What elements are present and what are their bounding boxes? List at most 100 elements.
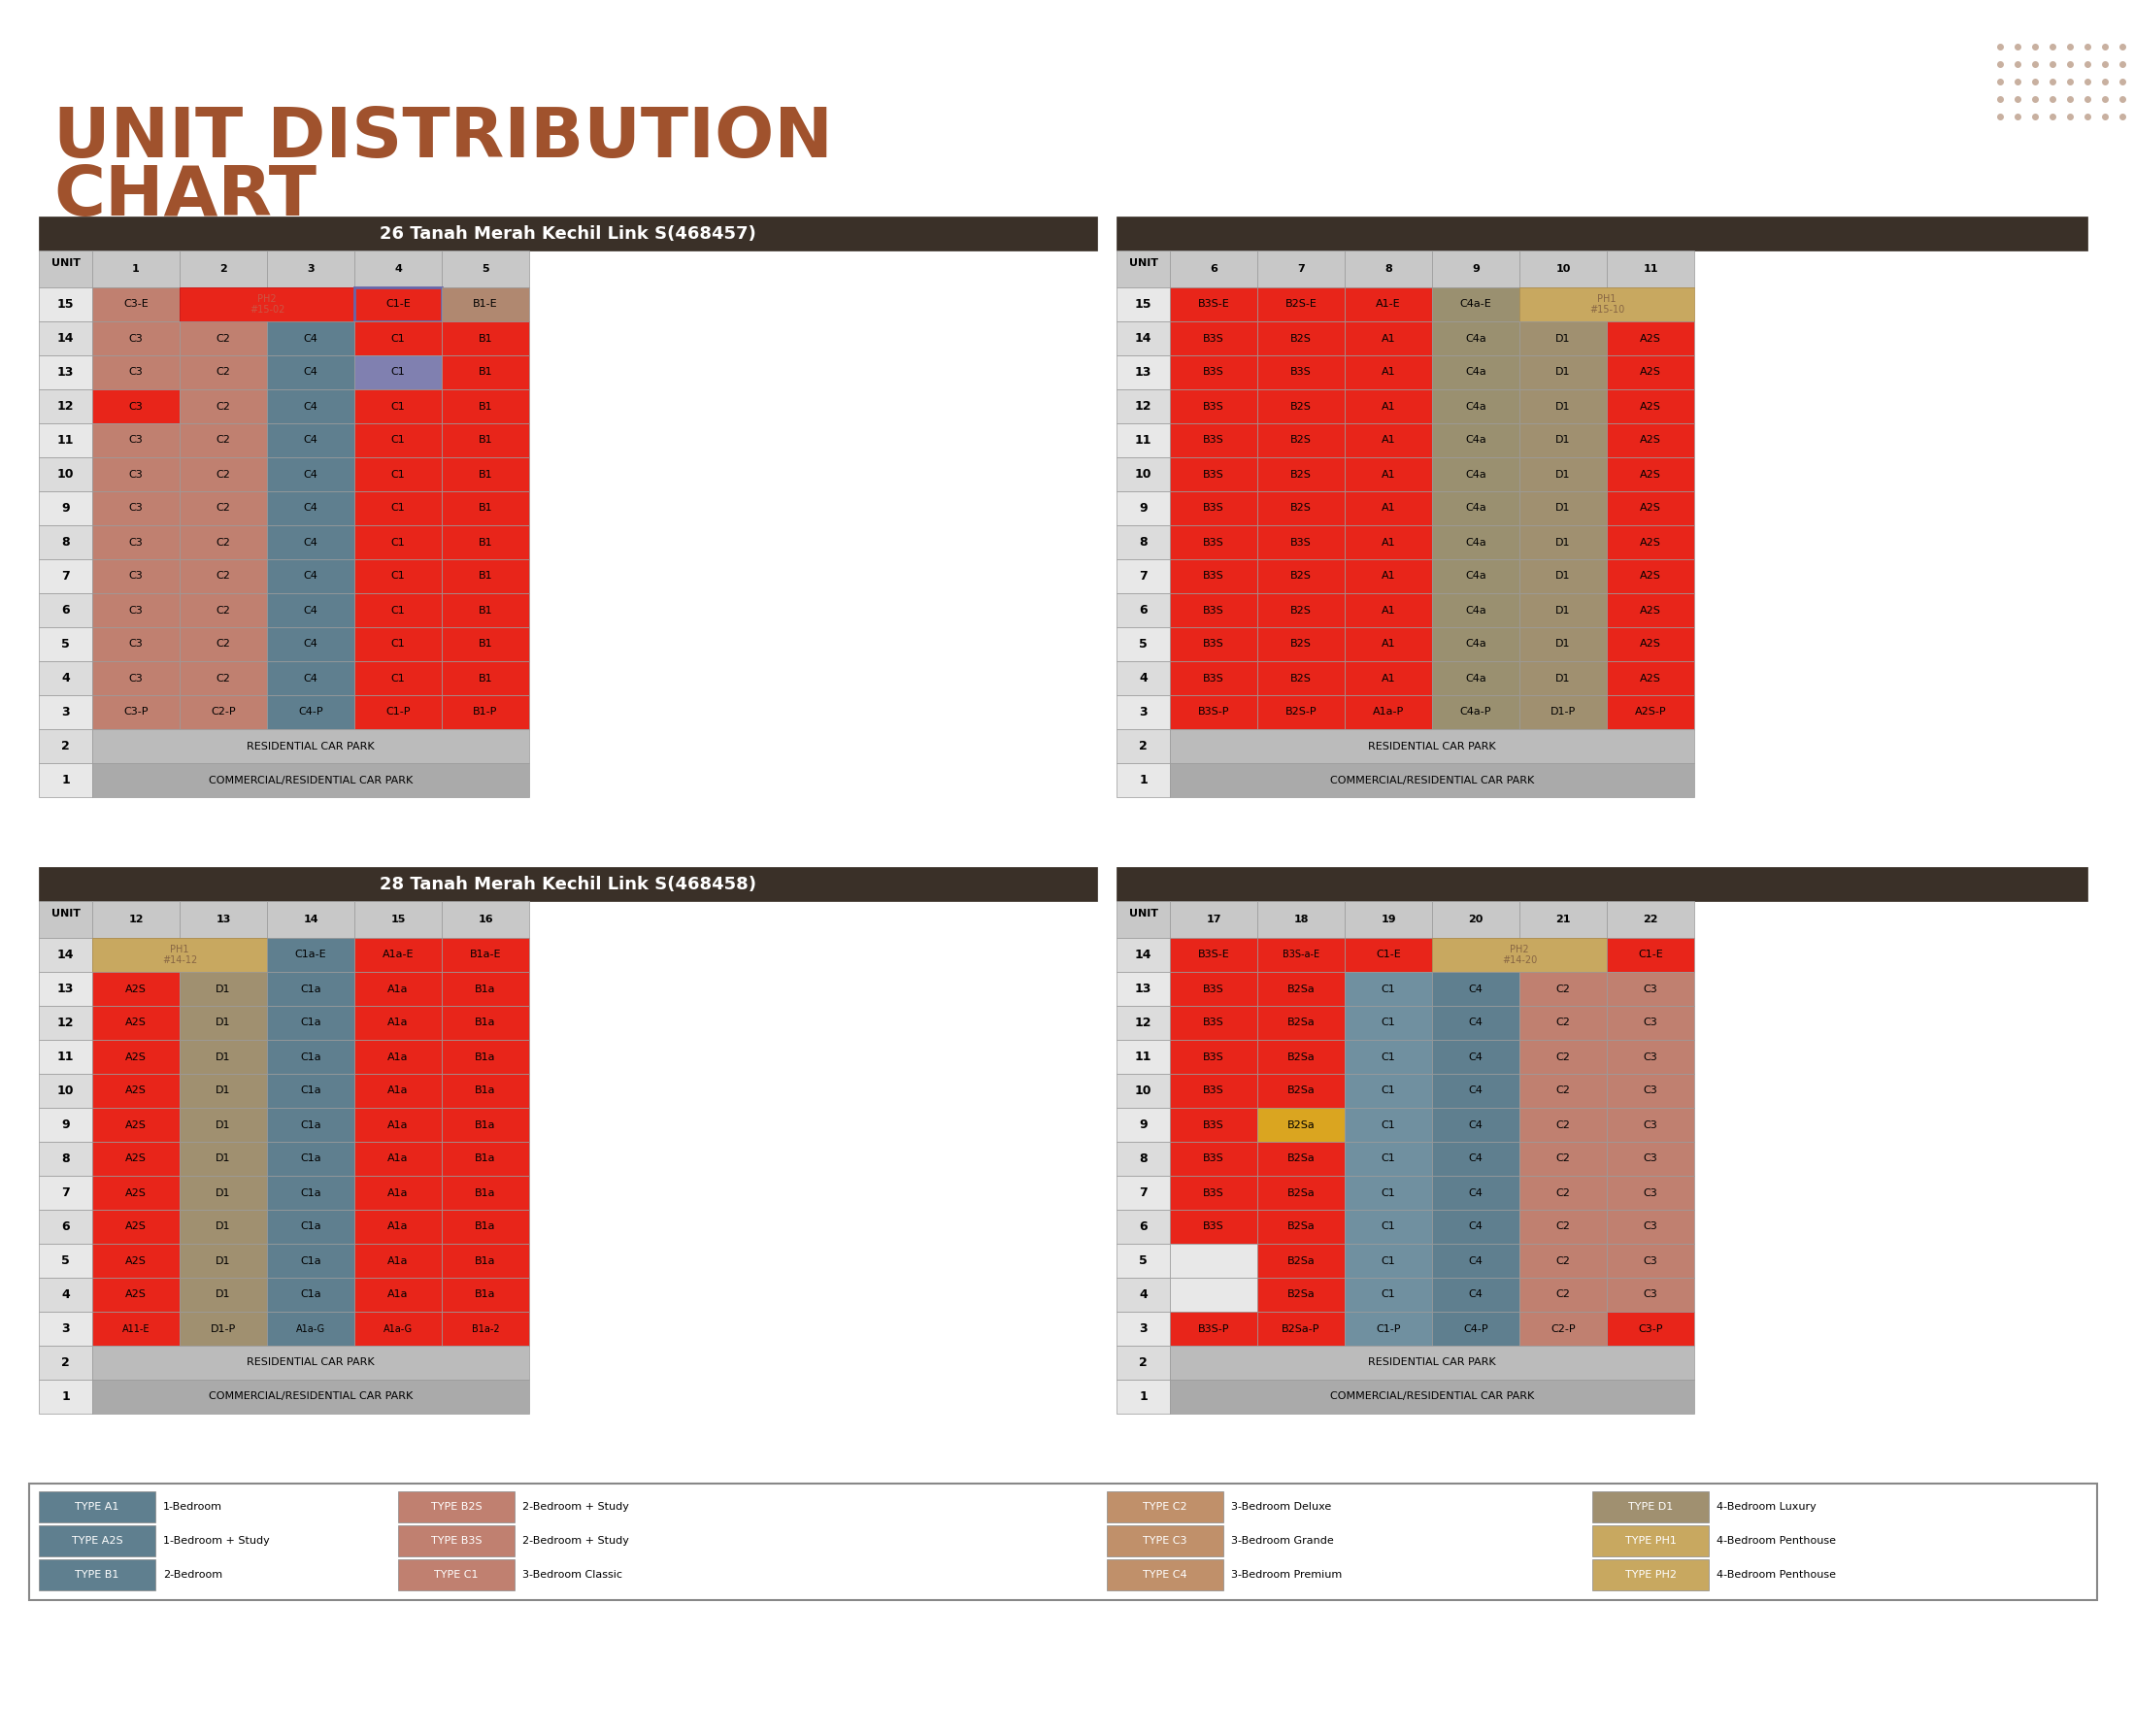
FancyBboxPatch shape xyxy=(38,1345,92,1380)
FancyBboxPatch shape xyxy=(1257,356,1344,389)
FancyBboxPatch shape xyxy=(1607,1142,1694,1175)
FancyBboxPatch shape xyxy=(1519,389,1607,424)
FancyBboxPatch shape xyxy=(38,694,92,729)
FancyBboxPatch shape xyxy=(1169,1075,1257,1108)
FancyBboxPatch shape xyxy=(38,1312,92,1345)
Text: 5: 5 xyxy=(1140,637,1148,651)
FancyBboxPatch shape xyxy=(38,1559,156,1590)
FancyBboxPatch shape xyxy=(179,1210,267,1243)
FancyBboxPatch shape xyxy=(1116,250,1169,288)
Text: C4: C4 xyxy=(303,538,318,547)
FancyBboxPatch shape xyxy=(1344,1210,1432,1243)
FancyBboxPatch shape xyxy=(1519,457,1607,491)
Text: C4: C4 xyxy=(1468,1187,1483,1198)
Text: 6: 6 xyxy=(1140,604,1148,616)
FancyBboxPatch shape xyxy=(92,356,179,389)
FancyBboxPatch shape xyxy=(38,1005,92,1040)
FancyBboxPatch shape xyxy=(267,424,354,457)
Text: C3: C3 xyxy=(128,674,143,682)
Text: 11: 11 xyxy=(58,434,75,446)
Text: 1-Bedroom + Study: 1-Bedroom + Study xyxy=(162,1536,269,1545)
Text: A1a-E: A1a-E xyxy=(382,950,414,960)
FancyBboxPatch shape xyxy=(179,1312,267,1345)
Text: 10: 10 xyxy=(58,469,75,481)
FancyBboxPatch shape xyxy=(442,389,529,424)
Text: 7: 7 xyxy=(62,569,70,583)
FancyBboxPatch shape xyxy=(179,250,267,288)
Text: 15: 15 xyxy=(1135,299,1152,311)
Text: C3: C3 xyxy=(1643,1255,1658,1266)
FancyBboxPatch shape xyxy=(1607,559,1694,594)
FancyBboxPatch shape xyxy=(1169,1312,1257,1345)
FancyBboxPatch shape xyxy=(1169,288,1257,321)
Text: C2: C2 xyxy=(1556,1187,1571,1198)
FancyBboxPatch shape xyxy=(38,1075,92,1108)
Text: 3-Bedroom Classic: 3-Bedroom Classic xyxy=(523,1569,623,1580)
FancyBboxPatch shape xyxy=(1607,1278,1694,1312)
Text: 19: 19 xyxy=(1381,915,1396,924)
FancyBboxPatch shape xyxy=(1607,972,1694,1005)
FancyBboxPatch shape xyxy=(1169,1108,1257,1142)
Text: A1a: A1a xyxy=(388,1154,408,1163)
FancyBboxPatch shape xyxy=(1432,627,1519,661)
FancyBboxPatch shape xyxy=(354,491,442,526)
Text: C4a: C4a xyxy=(1466,368,1485,377)
FancyBboxPatch shape xyxy=(442,1075,529,1108)
Text: C1: C1 xyxy=(391,333,405,344)
Text: PH2
#15-02: PH2 #15-02 xyxy=(250,293,284,314)
Text: 3: 3 xyxy=(62,707,70,719)
FancyBboxPatch shape xyxy=(442,972,529,1005)
Text: RESIDENTIAL CAR PARK: RESIDENTIAL CAR PARK xyxy=(248,1358,376,1368)
Text: A2S: A2S xyxy=(126,1290,147,1300)
Text: A1a-G: A1a-G xyxy=(384,1325,412,1333)
Text: TYPE A2S: TYPE A2S xyxy=(73,1536,122,1545)
Text: D1: D1 xyxy=(1556,538,1571,547)
Text: 4: 4 xyxy=(395,264,401,274)
Text: 16: 16 xyxy=(478,915,493,924)
Text: 4: 4 xyxy=(62,672,70,684)
FancyBboxPatch shape xyxy=(92,594,179,627)
FancyBboxPatch shape xyxy=(1432,1142,1519,1175)
FancyBboxPatch shape xyxy=(1432,250,1519,288)
Text: C1: C1 xyxy=(1381,1290,1396,1300)
Text: B1a-2: B1a-2 xyxy=(472,1325,499,1333)
Text: UNIT: UNIT xyxy=(51,910,81,930)
FancyBboxPatch shape xyxy=(1344,972,1432,1005)
Text: C3: C3 xyxy=(128,639,143,649)
Text: A2S: A2S xyxy=(1639,333,1660,344)
Text: C4a-E: C4a-E xyxy=(1460,300,1492,309)
FancyBboxPatch shape xyxy=(1344,559,1432,594)
Text: B2Sa: B2Sa xyxy=(1287,1087,1315,1095)
Text: B2S: B2S xyxy=(1291,503,1312,514)
FancyBboxPatch shape xyxy=(1116,1278,1169,1312)
FancyBboxPatch shape xyxy=(267,1005,354,1040)
Text: C1: C1 xyxy=(1381,984,1396,993)
FancyBboxPatch shape xyxy=(442,1210,529,1243)
Text: B2S: B2S xyxy=(1291,674,1312,682)
Text: C3-P: C3-P xyxy=(124,707,147,717)
FancyBboxPatch shape xyxy=(179,1142,267,1175)
FancyBboxPatch shape xyxy=(38,764,92,797)
Text: B1a: B1a xyxy=(476,1222,495,1231)
Text: C2: C2 xyxy=(216,606,230,615)
FancyBboxPatch shape xyxy=(179,321,267,356)
Text: 10: 10 xyxy=(1556,264,1571,274)
Text: C1: C1 xyxy=(391,469,405,479)
FancyBboxPatch shape xyxy=(354,972,442,1005)
Text: B3S: B3S xyxy=(1204,436,1225,444)
FancyBboxPatch shape xyxy=(1519,627,1607,661)
Text: TYPE PH2: TYPE PH2 xyxy=(1624,1569,1675,1580)
FancyBboxPatch shape xyxy=(1432,526,1519,559)
FancyBboxPatch shape xyxy=(1607,321,1694,356)
Text: C4: C4 xyxy=(1468,1222,1483,1231)
FancyBboxPatch shape xyxy=(38,937,92,972)
FancyBboxPatch shape xyxy=(1432,389,1519,424)
Text: 8: 8 xyxy=(1385,264,1391,274)
FancyBboxPatch shape xyxy=(442,356,529,389)
Text: C3-P: C3-P xyxy=(1639,1325,1662,1333)
Text: C4: C4 xyxy=(303,436,318,444)
Text: C3: C3 xyxy=(1643,1017,1658,1028)
Text: A2S: A2S xyxy=(126,984,147,993)
Text: A2S: A2S xyxy=(126,1222,147,1231)
FancyBboxPatch shape xyxy=(267,694,354,729)
